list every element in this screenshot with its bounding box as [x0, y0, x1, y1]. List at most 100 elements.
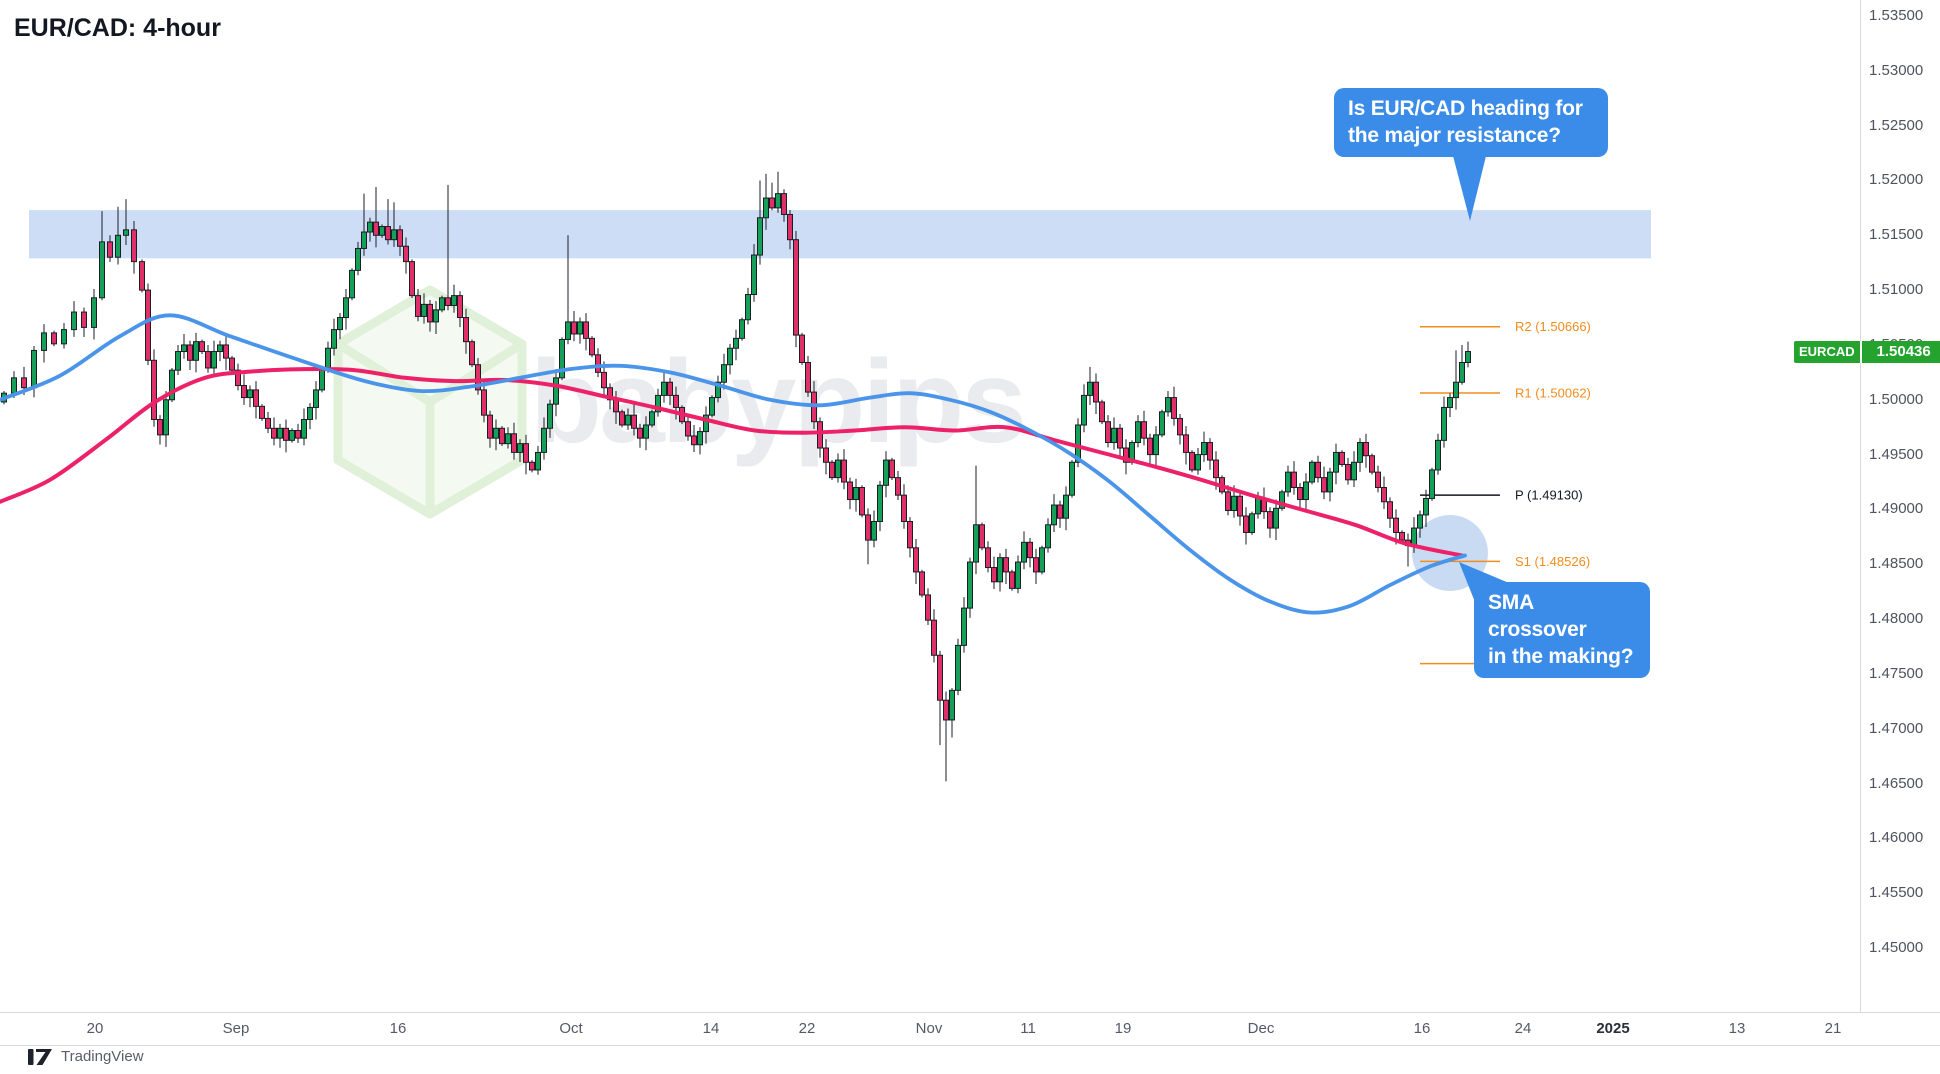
candle-body	[1327, 471, 1333, 493]
resistance-callout-tail	[1452, 152, 1487, 221]
candle-body	[289, 429, 295, 441]
candle-body	[1291, 471, 1297, 488]
candle-body	[559, 338, 565, 379]
candle-body	[385, 226, 391, 241]
candle-body	[577, 321, 583, 335]
candle-body	[107, 241, 113, 258]
tag-divider	[1859, 341, 1862, 363]
candle-body	[799, 334, 805, 363]
candle-body	[709, 397, 715, 416]
candle-body	[805, 361, 811, 393]
candle-body	[1435, 439, 1441, 471]
candle-body	[379, 226, 385, 236]
candle-body	[41, 332, 47, 351]
time-tick-label: 24	[1514, 1020, 1532, 1037]
candle-body	[313, 389, 319, 408]
candle-body	[883, 459, 889, 486]
candle-body	[925, 594, 931, 621]
candle-body	[355, 247, 361, 271]
time-tick-label: 11	[1020, 1020, 1036, 1037]
candle-body	[181, 344, 187, 353]
candle-body	[481, 389, 487, 416]
candle-body	[193, 341, 199, 361]
candle-body	[253, 389, 259, 407]
candle-body	[409, 261, 415, 297]
candle-body	[427, 303, 433, 323]
candle-body	[397, 229, 403, 247]
candle-body	[175, 351, 181, 371]
candle-body	[1045, 524, 1051, 549]
candle-body	[745, 294, 751, 321]
time-axis[interactable]: 20 Sep 16 Oct 14 22 Nov 11 19 Dec 16 24 2025 13 21	[0, 1012, 1940, 1046]
tradingview-logo[interactable]: TradingView	[28, 1048, 144, 1065]
candle-body	[1207, 442, 1213, 461]
candle-body	[1333, 451, 1339, 473]
candle-body	[21, 377, 27, 389]
candle-body	[985, 547, 991, 569]
candle-body	[499, 427, 505, 445]
candle-body	[367, 221, 373, 233]
candle-body	[421, 303, 427, 317]
time-tick-label: Nov	[915, 1020, 943, 1037]
candle-body	[787, 213, 793, 241]
candle-body	[757, 217, 763, 256]
candle-body	[1255, 497, 1261, 515]
candle-body	[685, 421, 691, 437]
time-tick-label: 20	[86, 1020, 104, 1037]
candle-body	[1351, 461, 1357, 481]
candle-body	[505, 433, 511, 445]
candle-body	[271, 427, 277, 439]
candle-body	[589, 337, 595, 356]
price-tick-label: 1.50000	[1869, 390, 1924, 408]
candle-body	[1429, 469, 1435, 499]
candle-body	[595, 354, 601, 373]
candle-body	[259, 405, 265, 419]
candle-body	[919, 571, 925, 596]
candle-body	[1123, 447, 1129, 463]
candle-body	[853, 486, 859, 501]
candle-body	[1063, 494, 1069, 519]
candle-body	[1141, 421, 1147, 439]
candle-body	[1111, 427, 1117, 444]
candle-body	[625, 414, 631, 426]
candle-body	[131, 229, 137, 263]
pivot-label-S1: S1 (1.48526)	[1515, 554, 1590, 569]
candle-body	[325, 347, 331, 369]
candle-body	[1315, 461, 1321, 479]
candle-body	[331, 329, 337, 349]
time-tick-label: Dec	[1247, 1020, 1275, 1037]
resistance-callout-line1: Is EUR/CAD heading for	[1348, 97, 1583, 120]
candle-body	[61, 329, 67, 345]
candle-body	[11, 377, 17, 394]
candle-body	[973, 524, 979, 563]
resistance-zone	[29, 210, 1651, 259]
time-tick-label: Oct	[559, 1020, 583, 1037]
candle-body	[463, 317, 469, 343]
candle-body	[889, 459, 895, 479]
candle-body	[541, 427, 547, 453]
price-axis[interactable]: 1.53500 1.53000 1.52500 1.52000 1.51500 1.510…	[1860, 0, 1940, 1044]
page-title: EUR/CAD: 4-hour	[14, 14, 221, 42]
candle-body	[721, 364, 727, 383]
candle-body	[841, 459, 847, 483]
time-tick-label: 19	[1114, 1020, 1132, 1037]
time-tick-label: 14	[702, 1020, 720, 1037]
candle-body	[673, 394, 679, 408]
candle-body	[1099, 401, 1105, 423]
candle-body	[1057, 504, 1063, 519]
candle-body	[265, 417, 271, 429]
candle-body	[643, 424, 649, 439]
time-tick-label: 2025	[1596, 1020, 1630, 1037]
symbol-label: EURCAD	[1794, 341, 1860, 363]
candle-body	[1357, 442, 1363, 463]
candle-body	[529, 461, 535, 471]
candle-body	[1009, 571, 1015, 589]
candle-body	[1399, 531, 1405, 541]
candle-body	[493, 427, 499, 439]
candle-body	[51, 332, 57, 345]
candle-body	[1459, 361, 1465, 383]
candle-body	[1345, 463, 1351, 481]
candle-body	[1015, 561, 1021, 589]
candle-body	[235, 369, 241, 387]
